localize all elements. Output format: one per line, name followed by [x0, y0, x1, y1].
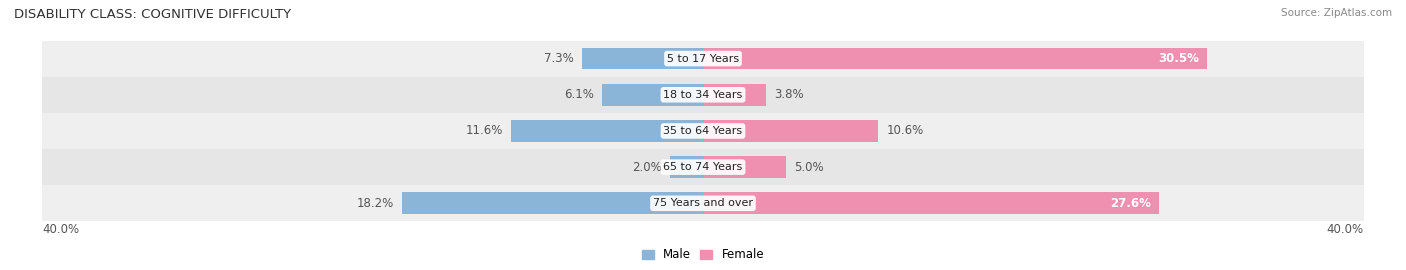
Text: 18 to 34 Years: 18 to 34 Years: [664, 90, 742, 100]
Bar: [703, 193, 1159, 214]
Text: Source: ZipAtlas.com: Source: ZipAtlas.com: [1281, 8, 1392, 18]
Text: 7.3%: 7.3%: [544, 52, 574, 65]
Bar: [512, 120, 703, 142]
Text: 10.6%: 10.6%: [886, 124, 924, 137]
Text: 27.6%: 27.6%: [1109, 197, 1150, 210]
Legend: Male, Female: Male, Female: [637, 244, 769, 266]
Bar: [669, 156, 703, 178]
Text: 35 to 64 Years: 35 to 64 Years: [664, 126, 742, 136]
Text: 5.0%: 5.0%: [794, 161, 824, 174]
Text: 3.8%: 3.8%: [775, 88, 804, 101]
Bar: [703, 156, 786, 178]
Text: 11.6%: 11.6%: [465, 124, 503, 137]
Bar: [42, 40, 1364, 77]
Bar: [602, 84, 703, 106]
Text: 65 to 74 Years: 65 to 74 Years: [664, 162, 742, 172]
Text: 2.0%: 2.0%: [631, 161, 662, 174]
Bar: [42, 185, 1364, 221]
Text: 18.2%: 18.2%: [357, 197, 394, 210]
Text: 40.0%: 40.0%: [1327, 223, 1364, 236]
Bar: [42, 77, 1364, 113]
Bar: [42, 113, 1364, 149]
Bar: [703, 48, 1206, 69]
Text: DISABILITY CLASS: COGNITIVE DIFFICULTY: DISABILITY CLASS: COGNITIVE DIFFICULTY: [14, 8, 291, 21]
Text: 40.0%: 40.0%: [42, 223, 79, 236]
Bar: [703, 84, 766, 106]
Bar: [42, 149, 1364, 185]
Text: 30.5%: 30.5%: [1157, 52, 1198, 65]
Text: 5 to 17 Years: 5 to 17 Years: [666, 53, 740, 64]
Bar: [703, 120, 879, 142]
Text: 75 Years and over: 75 Years and over: [652, 198, 754, 208]
Bar: [582, 48, 703, 69]
Bar: [402, 193, 703, 214]
Text: 6.1%: 6.1%: [564, 88, 593, 101]
